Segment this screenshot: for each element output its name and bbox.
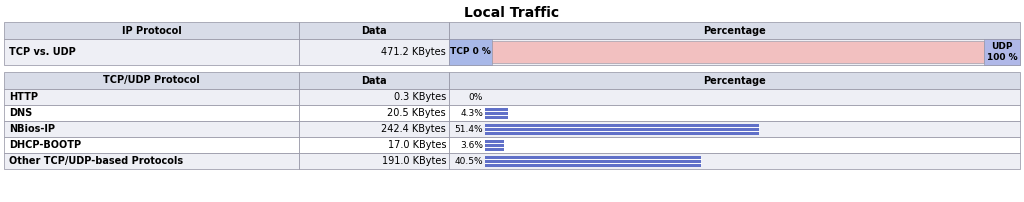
Text: DNS: DNS	[9, 108, 32, 118]
Text: 40.5%: 40.5%	[455, 157, 483, 165]
Text: Percentage: Percentage	[703, 25, 766, 36]
Bar	[485, 140, 504, 150]
Bar	[449, 39, 492, 65]
Bar	[449, 121, 1020, 137]
Bar	[449, 89, 1020, 105]
Text: IP Protocol: IP Protocol	[122, 25, 181, 36]
Bar	[299, 89, 449, 105]
Bar	[299, 153, 449, 169]
Bar	[4, 121, 299, 137]
Text: NBios-IP: NBios-IP	[9, 124, 55, 134]
Bar	[4, 72, 299, 89]
Bar	[299, 39, 449, 65]
Text: Local Traffic: Local Traffic	[465, 6, 559, 20]
Text: 0.3 KBytes: 0.3 KBytes	[394, 92, 446, 102]
Text: UDP
100 %: UDP 100 %	[987, 42, 1017, 62]
Bar	[299, 72, 449, 89]
Bar	[449, 137, 1020, 153]
Bar	[4, 153, 299, 169]
Text: 0%: 0%	[469, 93, 483, 101]
Bar	[299, 137, 449, 153]
Text: 3.6%: 3.6%	[460, 141, 483, 149]
Text: 191.0 KBytes: 191.0 KBytes	[382, 156, 446, 166]
Bar	[299, 22, 449, 39]
Text: TCP 0 %: TCP 0 %	[451, 47, 490, 57]
Bar	[299, 121, 449, 137]
Bar	[4, 22, 299, 39]
Text: 51.4%: 51.4%	[455, 124, 483, 134]
Text: TCP/UDP Protocol: TCP/UDP Protocol	[103, 76, 200, 85]
Bar	[4, 137, 299, 153]
Text: Percentage: Percentage	[703, 76, 766, 85]
Text: 4.3%: 4.3%	[460, 108, 483, 118]
Bar	[449, 153, 1020, 169]
Text: Other TCP/UDP-based Protocols: Other TCP/UDP-based Protocols	[9, 156, 183, 166]
Text: DHCP-BOOTP: DHCP-BOOTP	[9, 140, 81, 150]
Bar	[984, 39, 1020, 65]
Bar	[485, 156, 700, 166]
Text: 471.2 KBytes: 471.2 KBytes	[381, 47, 446, 57]
Bar	[449, 105, 1020, 121]
Text: Data: Data	[361, 25, 387, 36]
Bar	[4, 105, 299, 121]
Bar	[492, 41, 984, 63]
Bar	[449, 39, 1020, 65]
Text: 242.4 KBytes: 242.4 KBytes	[381, 124, 446, 134]
Bar	[299, 105, 449, 121]
Bar	[4, 39, 299, 65]
Text: 17.0 KBytes: 17.0 KBytes	[387, 140, 446, 150]
Bar	[4, 89, 299, 105]
Bar	[485, 123, 759, 135]
Bar	[485, 107, 508, 119]
Text: Data: Data	[361, 76, 387, 85]
Bar	[449, 22, 1020, 39]
Text: HTTP: HTTP	[9, 92, 38, 102]
Text: 20.5 KBytes: 20.5 KBytes	[387, 108, 446, 118]
Text: TCP vs. UDP: TCP vs. UDP	[9, 47, 76, 57]
Bar	[449, 72, 1020, 89]
